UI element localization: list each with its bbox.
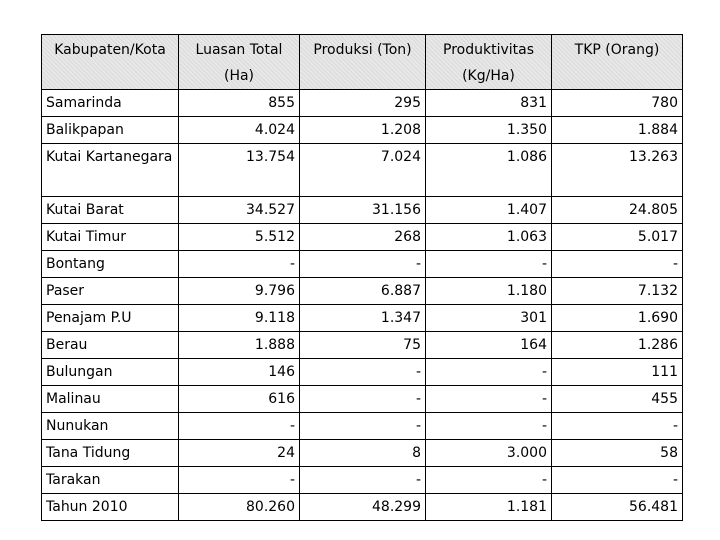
table-row: Berau 1.888 75 164 1.286	[41, 331, 683, 359]
value-cell: -	[425, 250, 552, 278]
value-cell: 24.805	[551, 196, 683, 224]
value-cell: 164	[425, 331, 552, 359]
value-cell: -	[178, 466, 300, 494]
region-name-cell: Penajam P.U	[41, 304, 179, 332]
value-cell: 831	[425, 89, 552, 117]
value-cell: 855	[178, 89, 300, 117]
value-cell: 31.156	[299, 196, 426, 224]
value-cell: 3.000	[425, 439, 552, 467]
value-cell: 58	[551, 439, 683, 467]
value-cell: -	[551, 412, 683, 440]
table-row: Samarinda 855 295 831 780	[41, 89, 683, 117]
value-cell: 295	[299, 89, 426, 117]
table-row: Tahun 2010 80.260 48.299 1.181 56.481	[41, 493, 683, 521]
region-name-cell: Samarinda	[41, 89, 179, 117]
value-cell: 5.017	[551, 223, 683, 251]
header-produksi: Produksi (Ton)	[299, 34, 426, 90]
value-cell: 8	[299, 439, 426, 467]
value-cell: 9.118	[178, 304, 300, 332]
value-cell: -	[551, 466, 683, 494]
value-cell: 1.888	[178, 331, 300, 359]
value-cell: 1.884	[551, 116, 683, 144]
value-cell: -	[551, 250, 683, 278]
region-name-cell: Berau	[41, 331, 179, 359]
value-cell: -	[425, 466, 552, 494]
value-cell: 301	[425, 304, 552, 332]
value-cell: 56.481	[551, 493, 683, 521]
value-cell: 1.180	[425, 277, 552, 305]
value-cell: 6.887	[299, 277, 426, 305]
value-cell: 1.208	[299, 116, 426, 144]
value-cell: 1.690	[551, 304, 683, 332]
region-name-cell: Tarakan	[41, 466, 179, 494]
value-cell: 268	[299, 223, 426, 251]
value-cell: 1.086	[425, 143, 552, 197]
region-name-cell: Kutai Timur	[41, 223, 179, 251]
region-name-cell: Bulungan	[41, 358, 179, 386]
value-cell: 9.796	[178, 277, 300, 305]
region-name-cell: Bontang	[41, 250, 179, 278]
value-cell: 1.063	[425, 223, 552, 251]
value-cell: 75	[299, 331, 426, 359]
value-cell: 1.350	[425, 116, 552, 144]
header-tkp: TKP (Orang)	[551, 34, 683, 90]
table-row: Malinau 616- -455	[41, 385, 683, 413]
value-cell: 34.527	[178, 196, 300, 224]
value-cell: -	[425, 412, 552, 440]
table-row: Kutai Timur 5.512 268 1.063 5.017	[41, 223, 683, 251]
region-name-cell: Paser	[41, 277, 179, 305]
value-cell: -	[299, 466, 426, 494]
region-name-cell: Tana Tidung	[41, 439, 179, 467]
header-kabupaten: Kabupaten/Kota	[41, 34, 179, 90]
value-cell: 1.181	[425, 493, 552, 521]
data-table: Kabupaten/Kota Luasan Total (Ha) Produksi…	[41, 34, 683, 521]
value-cell: -	[425, 358, 552, 386]
table-row: Tarakan - - - -	[41, 466, 683, 494]
value-cell: 1.407	[425, 196, 552, 224]
table-row: Kutai Barat 34.527 31.156 1.407 24.805	[41, 196, 683, 224]
value-cell: 7.024	[299, 143, 426, 197]
region-name-cell: Nunukan	[41, 412, 179, 440]
value-cell: 24	[178, 439, 300, 467]
region-name-cell: Balikpapan	[41, 116, 179, 144]
value-cell: -	[299, 358, 426, 386]
region-name-cell: Tahun 2010	[41, 493, 179, 521]
value-cell: 146	[178, 358, 300, 386]
table-row: Paser 9.796 6.887 1.180 7.132	[41, 277, 683, 305]
value-cell: 1.286	[551, 331, 683, 359]
value-cell: -	[299, 385, 426, 413]
value-cell: 1.347	[299, 304, 426, 332]
header-row: Kabupaten/Kota Luasan Total (Ha) Produksi…	[41, 34, 683, 90]
header-produktivitas: Produktivitas (Kg/Ha)	[425, 34, 552, 90]
table-row: Balikpapan 4.024 1.208 1.350 1.884	[41, 116, 683, 144]
header-luasan: Luasan Total (Ha)	[178, 34, 300, 90]
table-row: Bulungan 146- -111	[41, 358, 683, 386]
value-cell: -	[425, 385, 552, 413]
table-row: Nunukan - - - -	[41, 412, 683, 440]
value-cell: 4.024	[178, 116, 300, 144]
value-cell: -	[178, 250, 300, 278]
table-row: Kutai Kartanegara 13.754 7.024 1.086 13.263	[41, 143, 683, 197]
value-cell: -	[299, 412, 426, 440]
value-cell: 48.299	[299, 493, 426, 521]
value-cell: -	[299, 250, 426, 278]
value-cell: 7.132	[551, 277, 683, 305]
table-row: Bontang - - - -	[41, 250, 683, 278]
region-name-cell: Kutai Barat	[41, 196, 179, 224]
table-row: Penajam P.U 9.118 1.347 301 1.690	[41, 304, 683, 332]
value-cell: 455	[551, 385, 683, 413]
value-cell: 5.512	[178, 223, 300, 251]
value-cell: 616	[178, 385, 300, 413]
value-cell: 780	[551, 89, 683, 117]
region-name-cell: Malinau	[41, 385, 179, 413]
value-cell: 80.260	[178, 493, 300, 521]
region-name-cell: Kutai Kartanegara	[41, 143, 179, 197]
value-cell: -	[178, 412, 300, 440]
value-cell: 13.754	[178, 143, 300, 197]
value-cell: 111	[551, 358, 683, 386]
table-row: Tana Tidung 24 8 3.000 58	[41, 439, 683, 467]
value-cell: 13.263	[551, 143, 683, 197]
